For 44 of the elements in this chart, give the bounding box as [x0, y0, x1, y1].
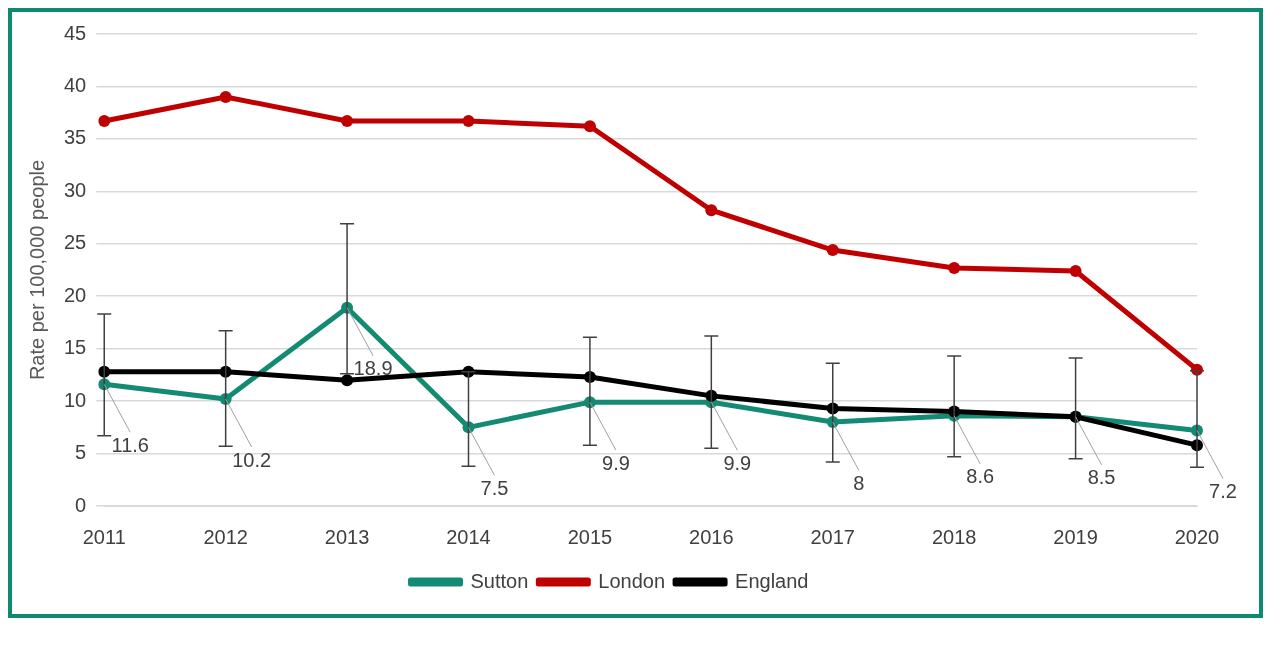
- y-tick-label: 5: [75, 441, 87, 464]
- y-tick-label: 35: [64, 126, 87, 149]
- legend-label: Sutton: [470, 569, 529, 592]
- x-tick-label: 2020: [1174, 525, 1220, 548]
- x-tick-label: 2016: [689, 525, 734, 548]
- point: [583, 120, 596, 133]
- point: [98, 115, 111, 128]
- point: [219, 90, 232, 103]
- data-label: 11.6: [111, 433, 149, 456]
- x-tick-label: 2012: [203, 525, 248, 548]
- y-tick-label: 20: [64, 283, 87, 306]
- y-tick-label: 10: [64, 388, 87, 411]
- data-label: 10.2: [232, 448, 272, 471]
- data-label: 8: [853, 471, 865, 494]
- point: [341, 374, 354, 387]
- data-label: 8.6: [966, 465, 995, 488]
- x-tick-label: 2019: [1053, 525, 1098, 548]
- x-tick-label: 2017: [810, 525, 855, 548]
- x-tick-label: 2014: [446, 525, 491, 548]
- point: [1069, 265, 1082, 278]
- point: [341, 115, 354, 128]
- data-label: 7.5: [480, 476, 509, 499]
- x-tick-label: 2018: [931, 525, 977, 548]
- legend-label: London: [598, 569, 666, 592]
- x-tick-label: 2013: [324, 525, 370, 548]
- data-label: 7.2: [1209, 480, 1237, 502]
- point: [948, 261, 961, 274]
- point: [826, 244, 839, 257]
- y-tick-label: 40: [64, 73, 87, 96]
- y-tick-label: 30: [64, 178, 87, 201]
- x-tick-label: 2011: [82, 525, 126, 548]
- data-label: 8.5: [1087, 466, 1116, 489]
- point: [705, 204, 718, 217]
- data-label: 18.9: [353, 357, 393, 380]
- y-tick-label: 25: [64, 231, 87, 254]
- data-label: 9.9: [723, 451, 752, 474]
- y-tick-label: 15: [64, 336, 87, 359]
- x-tick-label: 2015: [567, 525, 613, 548]
- point: [462, 115, 475, 128]
- legend-label: England: [735, 569, 809, 592]
- y-axis-title: Rate per 100,000 people: [25, 159, 48, 381]
- data-label: 9.9: [602, 451, 630, 474]
- y-tick-label: 45: [64, 21, 87, 44]
- y-tick-label: 0: [75, 493, 87, 516]
